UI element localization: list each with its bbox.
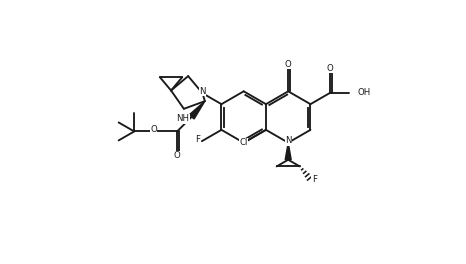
Polygon shape: [285, 143, 291, 160]
Text: F: F: [195, 135, 200, 144]
Text: O: O: [327, 64, 333, 73]
Text: F: F: [312, 175, 317, 184]
Text: O: O: [150, 125, 157, 134]
Text: N: N: [199, 87, 206, 96]
Polygon shape: [189, 101, 205, 119]
Text: O: O: [174, 151, 180, 160]
Text: O: O: [285, 60, 292, 69]
Text: OH: OH: [357, 88, 370, 97]
Text: NH: NH: [177, 114, 190, 123]
Text: Cl: Cl: [240, 138, 248, 147]
Text: N: N: [285, 136, 291, 145]
